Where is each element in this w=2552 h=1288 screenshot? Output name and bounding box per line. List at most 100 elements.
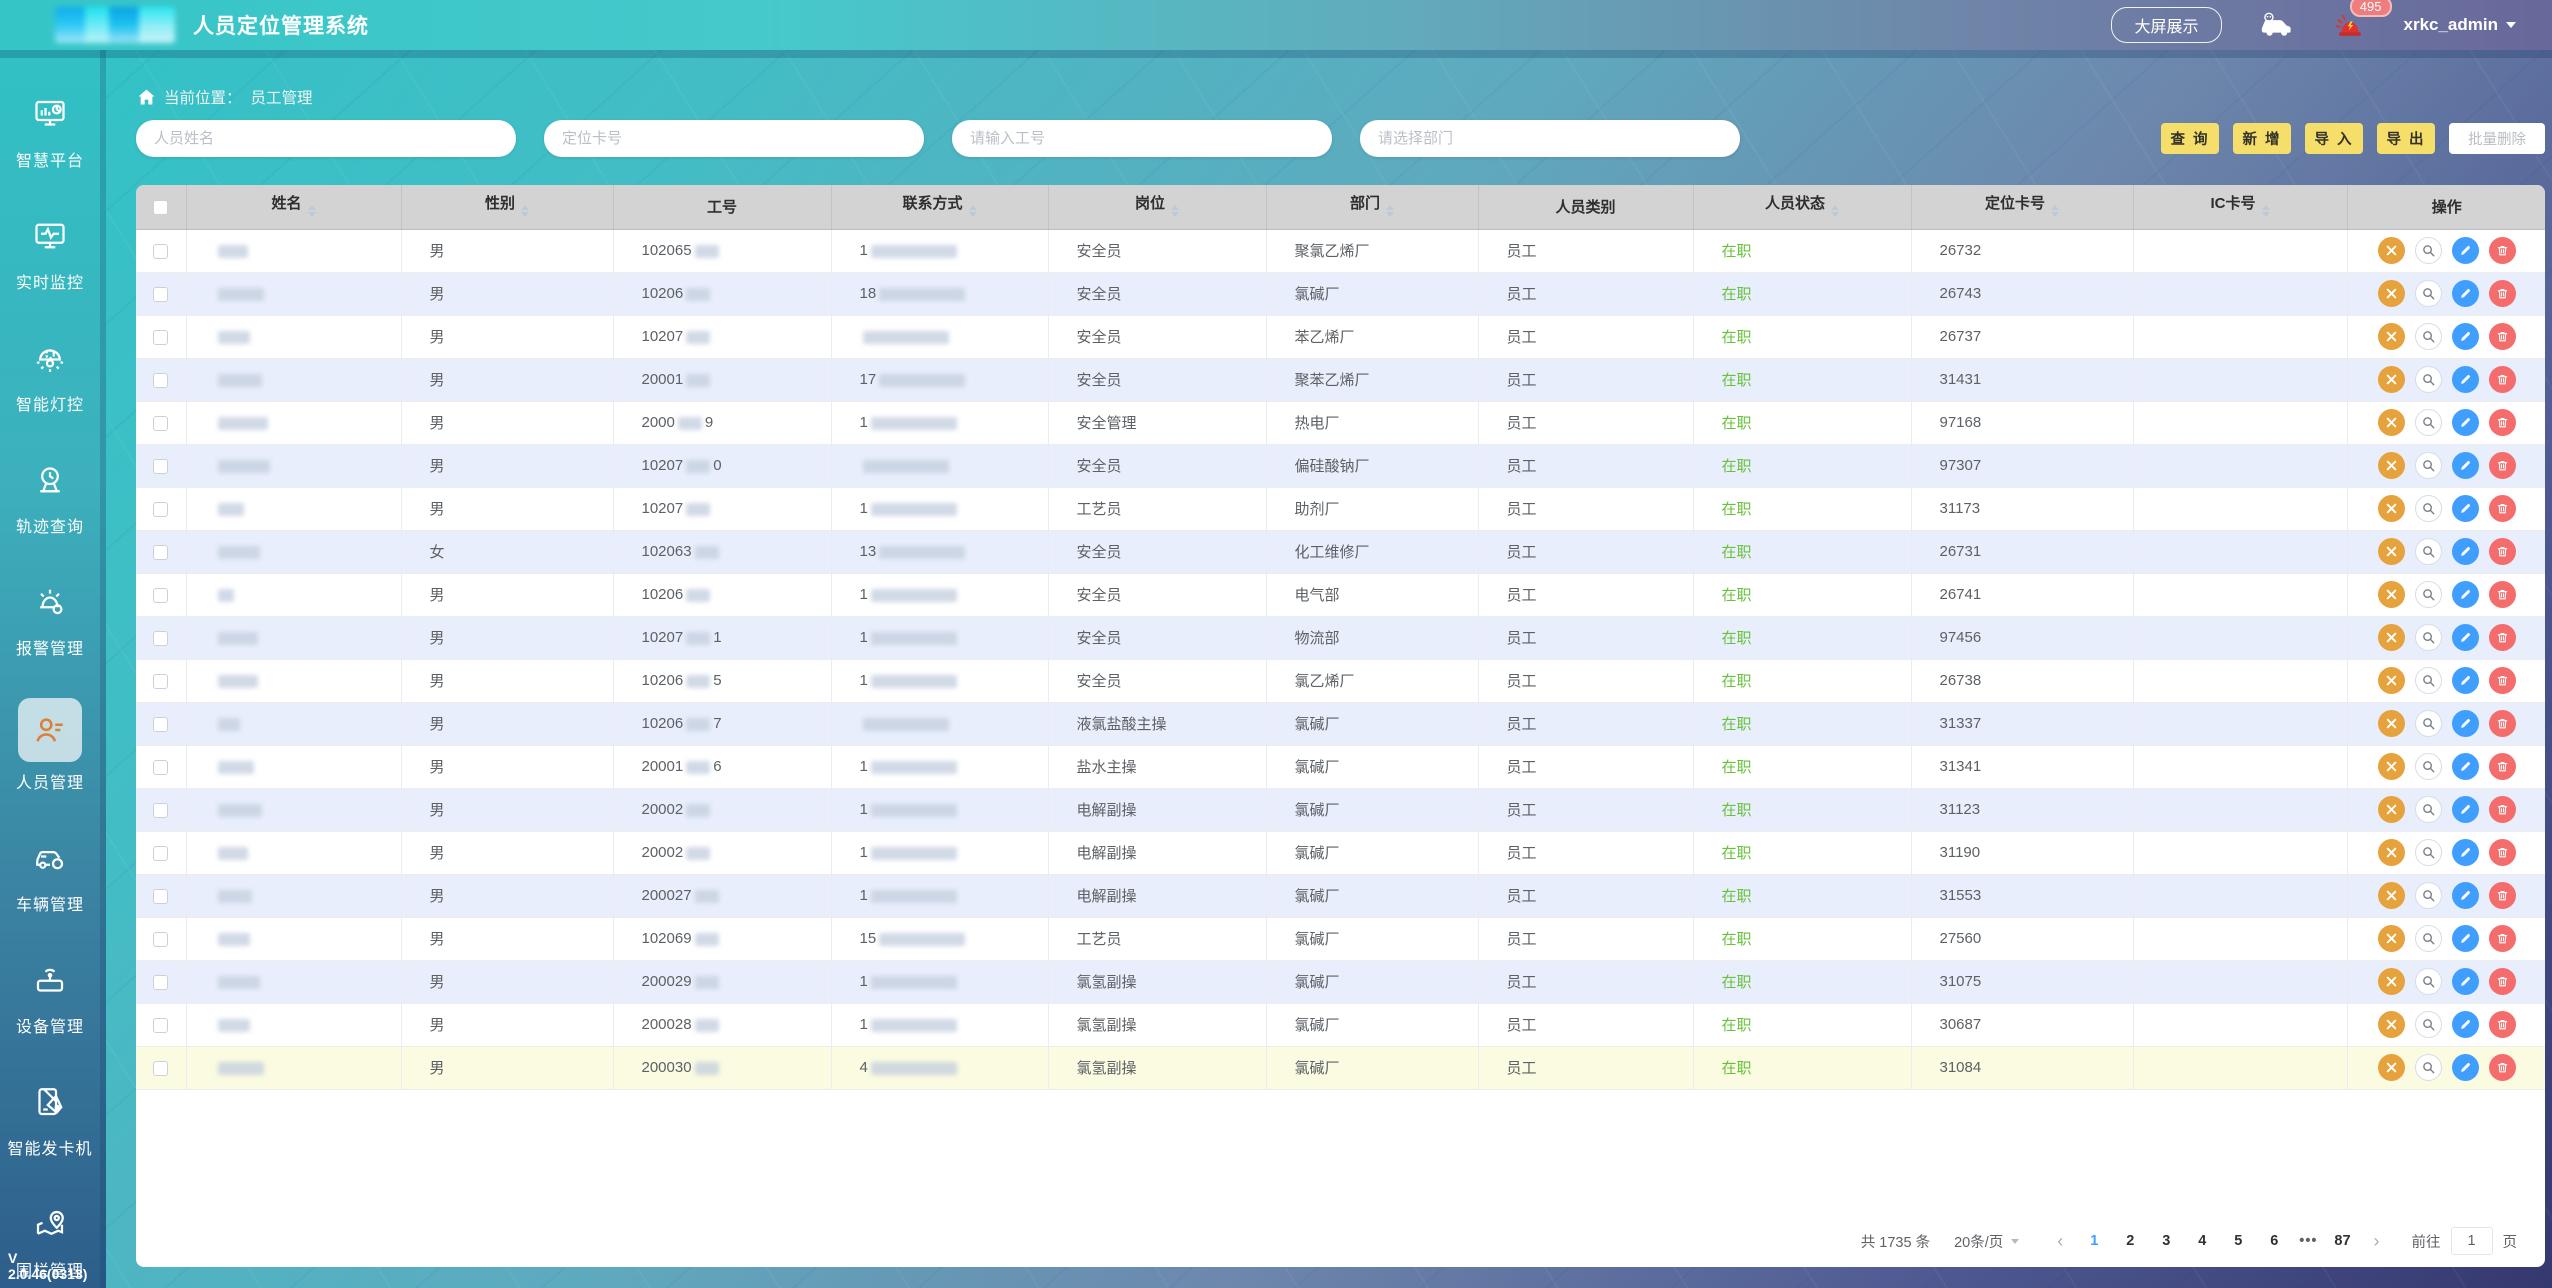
- page-number-button[interactable]: 4: [2198, 1233, 2207, 1249]
- work-no-search-input[interactable]: [952, 120, 1332, 157]
- unbind-card-button[interactable]: [2377, 882, 2405, 909]
- view-button[interactable]: [2414, 1054, 2442, 1081]
- view-button[interactable]: [2414, 280, 2442, 307]
- delete-button[interactable]: [2488, 366, 2516, 393]
- edit-button[interactable]: [2451, 753, 2479, 780]
- row-checkbox[interactable]: [153, 501, 169, 517]
- unbind-card-button[interactable]: [2377, 323, 2405, 350]
- unbind-card-button[interactable]: [2377, 710, 2405, 737]
- row-checkbox[interactable]: [153, 974, 169, 990]
- row-checkbox[interactable]: [153, 458, 169, 474]
- sidebar-item-device-manage[interactable]: 设备管理: [0, 954, 100, 1037]
- view-button[interactable]: [2414, 323, 2442, 350]
- delete-button[interactable]: [2488, 1054, 2516, 1081]
- unbind-card-button[interactable]: [2377, 1011, 2405, 1038]
- edit-button[interactable]: [2451, 538, 2479, 565]
- view-button[interactable]: [2414, 581, 2442, 608]
- edit-button[interactable]: [2451, 495, 2479, 522]
- unbind-card-button[interactable]: [2377, 280, 2405, 307]
- delete-button[interactable]: [2488, 452, 2516, 479]
- edit-button[interactable]: [2451, 366, 2479, 393]
- edit-button[interactable]: [2451, 280, 2479, 307]
- unbind-card-button[interactable]: [2377, 624, 2405, 651]
- sidebar-item-alarm-manage[interactable]: 报警管理: [0, 576, 100, 659]
- unbind-card-button[interactable]: [2377, 839, 2405, 866]
- sort-caret-icon[interactable]: [1831, 201, 1839, 221]
- sort-caret-icon[interactable]: [307, 201, 316, 221]
- row-checkbox[interactable]: [153, 329, 169, 345]
- delete-button[interactable]: [2488, 409, 2516, 436]
- row-checkbox[interactable]: [153, 888, 169, 904]
- department-select-input[interactable]: [1360, 120, 1740, 157]
- sort-caret-icon[interactable]: [968, 201, 977, 221]
- unbind-card-button[interactable]: [2377, 495, 2405, 522]
- edit-button[interactable]: [2451, 882, 2479, 909]
- sidebar-item-smart-light[interactable]: 智能灯控: [0, 332, 100, 415]
- sidebar-item-vehicle-manage[interactable]: 车辆管理: [0, 832, 100, 915]
- sort-caret-icon[interactable]: [2261, 201, 2270, 221]
- view-button[interactable]: [2414, 839, 2442, 866]
- row-checkbox[interactable]: [153, 1017, 169, 1033]
- row-checkbox[interactable]: [153, 802, 169, 818]
- row-checkbox[interactable]: [153, 716, 169, 732]
- delete-button[interactable]: [2488, 581, 2516, 608]
- column-header[interactable]: 定位卡号: [1911, 185, 2134, 230]
- big-screen-button[interactable]: 大屏展示: [2111, 7, 2222, 43]
- sort-caret-icon[interactable]: [1171, 201, 1179, 221]
- edit-button[interactable]: [2451, 839, 2479, 866]
- delete-button[interactable]: [2488, 796, 2516, 823]
- unbind-card-button[interactable]: [2377, 968, 2405, 995]
- column-header[interactable]: 岗位: [1048, 185, 1267, 230]
- view-button[interactable]: [2414, 409, 2442, 436]
- unbind-card-button[interactable]: [2377, 925, 2405, 952]
- column-header[interactable]: 性别: [401, 185, 614, 230]
- next-page-button[interactable]: ›: [2373, 1230, 2380, 1251]
- sidebar-item-realtime-monitor[interactable]: 实时监控: [0, 210, 100, 293]
- page-number-button[interactable]: 5: [2234, 1233, 2243, 1249]
- row-checkbox[interactable]: [153, 415, 169, 431]
- row-checkbox[interactable]: [153, 544, 169, 560]
- sidebar-item-card-dispenser[interactable]: 智能发卡机: [0, 1076, 100, 1159]
- edit-button[interactable]: [2451, 452, 2479, 479]
- unbind-card-button[interactable]: [2377, 796, 2405, 823]
- user-menu[interactable]: xrkc_admin: [2404, 15, 2516, 35]
- delete-button[interactable]: [2488, 968, 2516, 995]
- page-number-button[interactable]: 2: [2126, 1233, 2135, 1249]
- column-header[interactable]: IC卡号: [2133, 185, 2348, 230]
- edit-button[interactable]: [2451, 1011, 2479, 1038]
- view-button[interactable]: [2414, 968, 2442, 995]
- row-checkbox[interactable]: [153, 845, 169, 861]
- column-header[interactable]: 人员状态: [1693, 185, 1912, 230]
- row-checkbox[interactable]: [153, 243, 169, 259]
- alarm-icon[interactable]: 495: [2330, 0, 2392, 42]
- unbind-card-button[interactable]: [2377, 366, 2405, 393]
- query-button[interactable]: 查 询: [2161, 123, 2219, 154]
- row-checkbox[interactable]: [153, 759, 169, 775]
- sidebar-item-fence-manage[interactable]: 围栏管理: [0, 1198, 100, 1281]
- view-button[interactable]: [2414, 925, 2442, 952]
- name-search-input[interactable]: [136, 120, 516, 157]
- view-button[interactable]: [2414, 667, 2442, 694]
- row-checkbox[interactable]: [153, 931, 169, 947]
- edit-button[interactable]: [2451, 409, 2479, 436]
- view-button[interactable]: [2414, 366, 2442, 393]
- edit-button[interactable]: [2451, 968, 2479, 995]
- delete-button[interactable]: [2488, 882, 2516, 909]
- delete-button[interactable]: [2488, 624, 2516, 651]
- unbind-card-button[interactable]: [2377, 753, 2405, 780]
- sort-caret-icon[interactable]: [1386, 201, 1394, 221]
- delete-button[interactable]: [2488, 925, 2516, 952]
- unbind-card-button[interactable]: [2377, 1054, 2405, 1081]
- sort-caret-icon[interactable]: [521, 201, 529, 221]
- view-button[interactable]: [2414, 495, 2442, 522]
- sidebar-item-personnel[interactable]: 人员管理: [0, 698, 100, 793]
- delete-button[interactable]: [2488, 538, 2516, 565]
- edit-button[interactable]: [2451, 624, 2479, 651]
- page-number-button[interactable]: 87: [2334, 1233, 2351, 1249]
- unbind-card-button[interactable]: [2377, 538, 2405, 565]
- edit-button[interactable]: [2451, 667, 2479, 694]
- sort-caret-icon[interactable]: [2051, 201, 2059, 221]
- edit-button[interactable]: [2451, 925, 2479, 952]
- delete-button[interactable]: [2488, 495, 2516, 522]
- page-number-button[interactable]: 1: [2090, 1233, 2099, 1249]
